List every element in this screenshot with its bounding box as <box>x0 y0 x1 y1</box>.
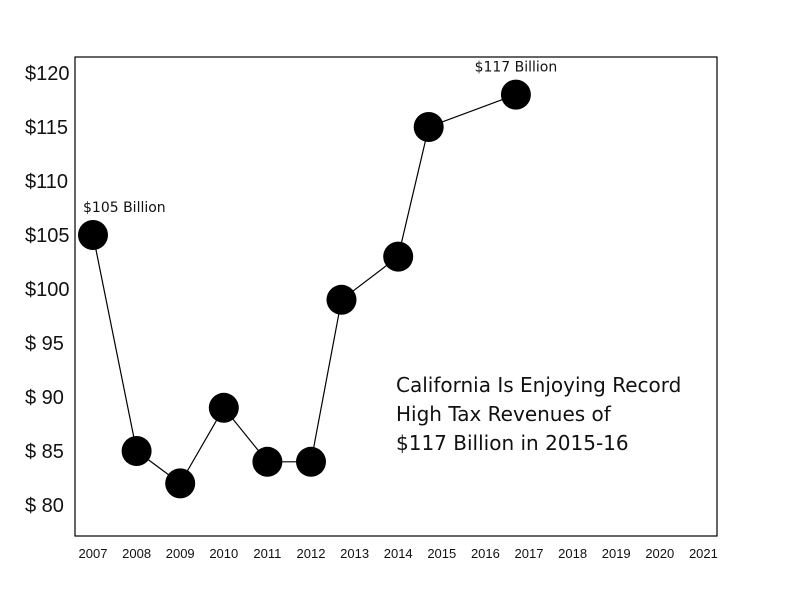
callout-line: $117 Billion in 2015-16 <box>396 431 629 455</box>
y-tick-label: $ 90 <box>25 387 64 409</box>
y-axis-ticks: $ 80 $ 85 $ 90 $ 95 $100 $105 $110 $115 $120 <box>25 63 70 517</box>
x-tick-label: 2014 <box>384 546 413 561</box>
y-tick-label: $115 <box>25 117 68 139</box>
data-point <box>208 392 239 423</box>
annotations: $105 Billion $117 Billion <box>83 60 557 216</box>
y-tick-label: $120 <box>25 63 70 85</box>
point-annotation: $117 Billion <box>475 60 558 76</box>
x-tick-label: 2017 <box>515 546 544 561</box>
point-annotation: $105 Billion <box>83 200 166 216</box>
y-tick-label: $ 95 <box>25 333 64 355</box>
y-tick-label: $110 <box>25 171 68 193</box>
y-tick-label: $ 80 <box>25 495 64 517</box>
x-tick-label: 2021 <box>689 546 718 561</box>
x-tick-label: 2013 <box>340 546 369 561</box>
data-point <box>165 468 196 499</box>
x-axis-ticks: 2007 2008 2009 2010 2011 2012 2013 2014 2015 2016… <box>79 546 718 561</box>
callout-text: California Is Enjoying Record High Tax Re… <box>396 373 681 455</box>
y-tick-label: $ 85 <box>25 441 64 463</box>
series-line <box>92 94 517 485</box>
data-point <box>78 220 108 250</box>
data-point <box>413 112 444 142</box>
data-point <box>326 284 357 315</box>
plot-frame <box>74 56 718 537</box>
x-tick-label: 2010 <box>209 546 238 561</box>
callout-line: California Is Enjoying Record <box>396 373 681 397</box>
x-tick-label: 2011 <box>253 546 281 561</box>
data-point <box>500 79 531 110</box>
x-tick-label: 2008 <box>122 546 151 561</box>
x-tick-label: 2016 <box>471 546 500 561</box>
data-point <box>252 446 283 477</box>
x-tick-label: 2019 <box>602 546 631 561</box>
x-tick-label: 2009 <box>166 546 195 561</box>
x-tick-label: 2018 <box>558 546 587 561</box>
x-tick-label: 2015 <box>427 546 456 561</box>
y-tick-label: $100 <box>25 279 70 301</box>
callout-line: High Tax Revenues of <box>396 402 612 426</box>
data-point <box>121 436 152 466</box>
x-tick-label: 2020 <box>645 546 674 561</box>
data-point <box>296 446 326 477</box>
x-tick-label: 2007 <box>79 546 108 561</box>
y-tick-label: $105 <box>25 225 70 247</box>
revenue-series <box>78 79 531 499</box>
x-tick-label: 2012 <box>297 546 326 561</box>
data-point <box>383 241 414 272</box>
